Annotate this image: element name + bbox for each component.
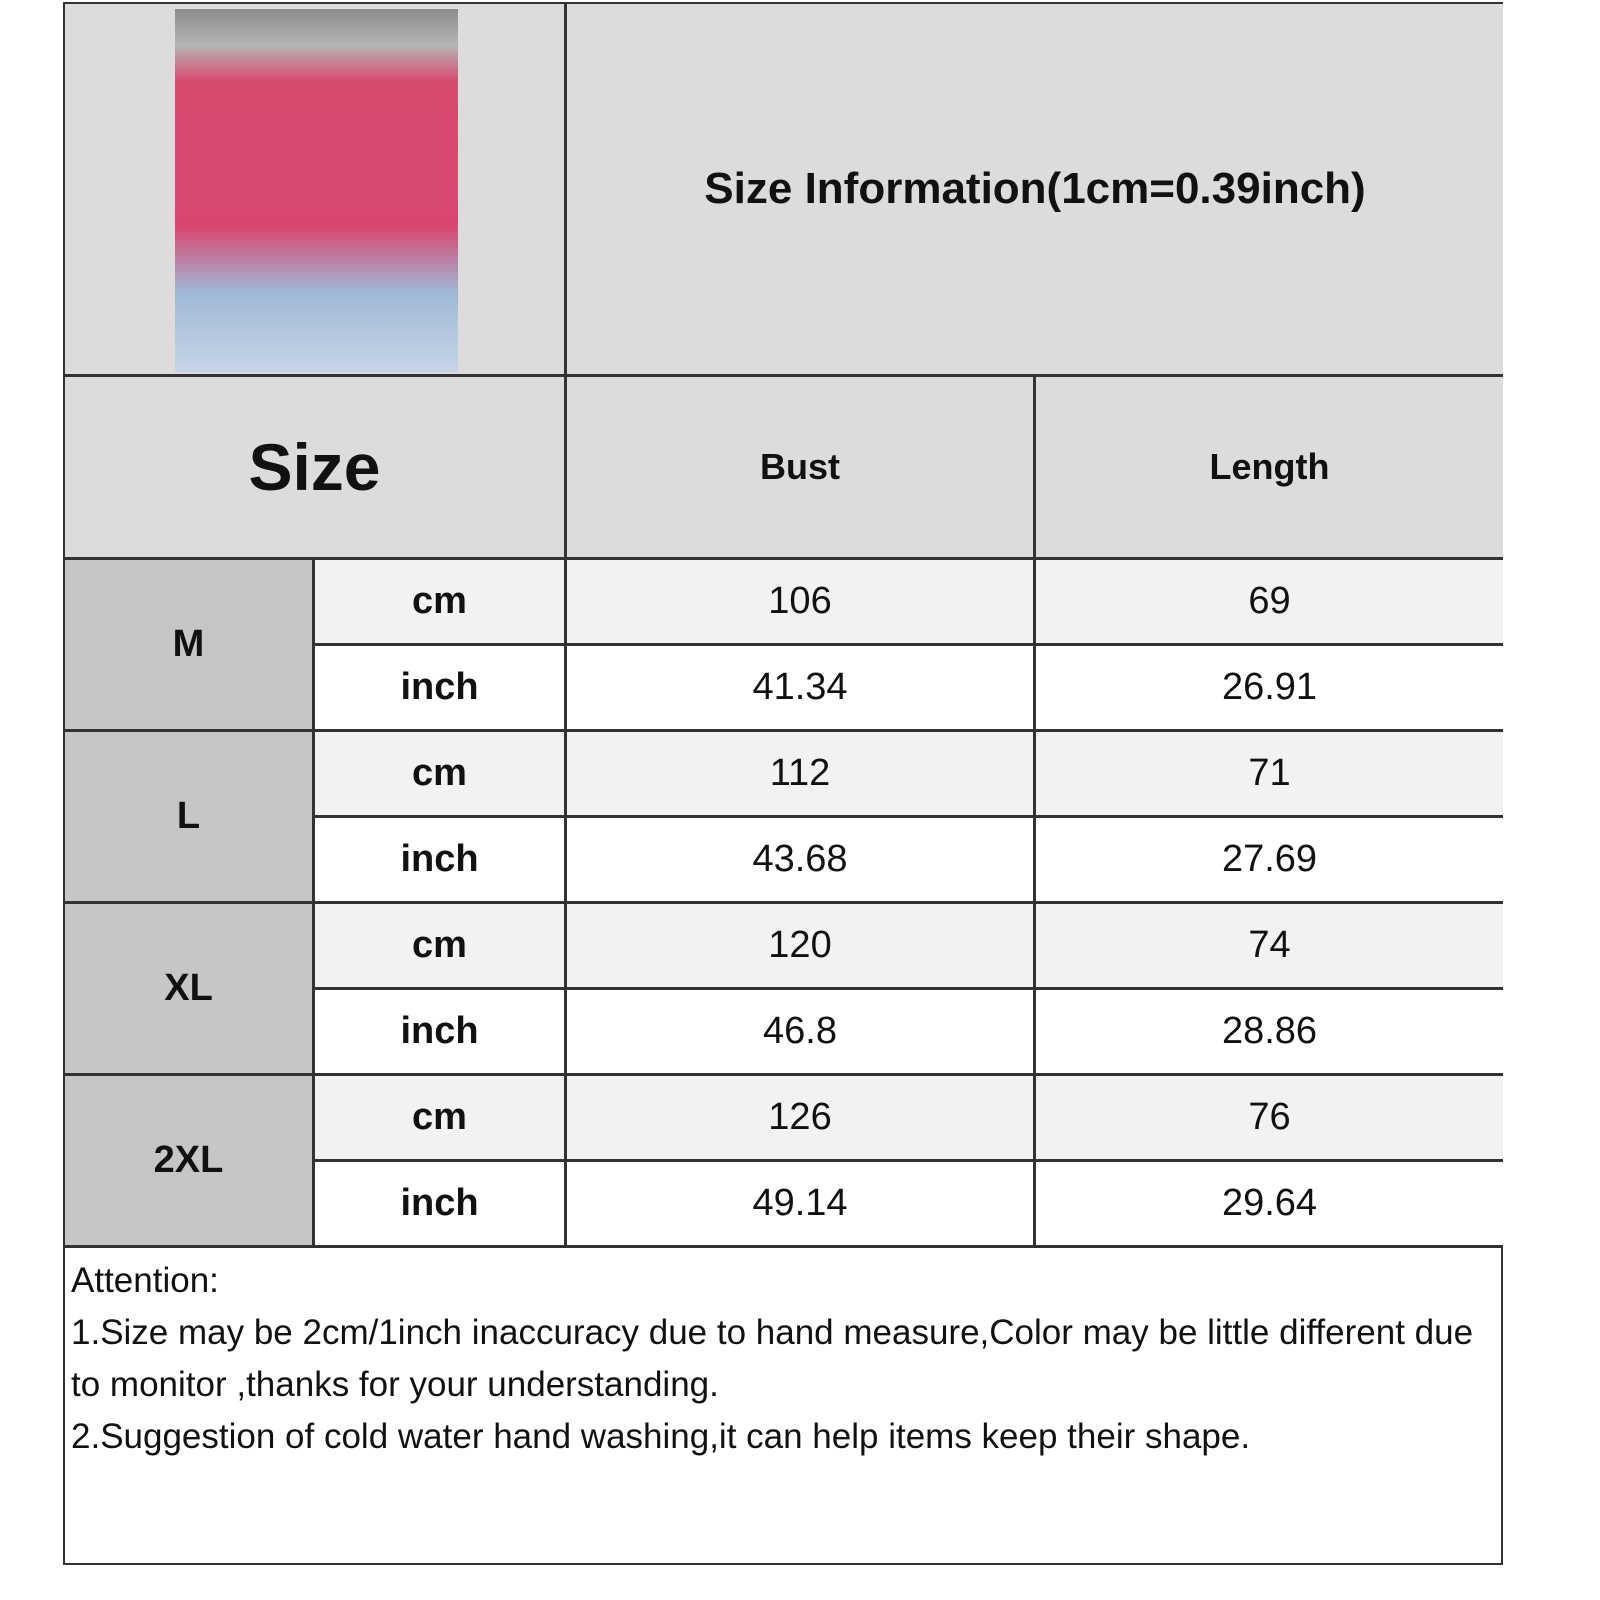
bust-value: 49.14 — [567, 1162, 1036, 1248]
chart-title: Size Information(1cm=0.39inch) — [567, 4, 1503, 377]
unit-inch: inch — [315, 818, 567, 904]
product-photo — [175, 9, 458, 372]
length-value: 71 — [1036, 732, 1503, 818]
length-value: 27.69 — [1036, 818, 1503, 904]
header-size: Size — [65, 377, 567, 560]
header-length: Length — [1036, 377, 1503, 560]
note-1: 1.Size may be 2cm/1inch inaccuracy due t… — [71, 1313, 1474, 1404]
unit-cm: cm — [315, 1076, 567, 1162]
unit-cm: cm — [315, 560, 567, 646]
length-value: 76 — [1036, 1076, 1503, 1162]
unit-cm: cm — [315, 732, 567, 818]
size-label: L — [65, 732, 315, 904]
product-photo-cell — [65, 4, 567, 377]
unit-inch: inch — [315, 646, 567, 732]
unit-inch: inch — [315, 990, 567, 1076]
bust-value: 120 — [567, 904, 1036, 990]
note-2: 2.Suggestion of cold water hand washing,… — [71, 1417, 1251, 1456]
attention-notes: Attention: 1.Size may be 2cm/1inch inacc… — [65, 1249, 1501, 1469]
size-chart-table: Size Information(1cm=0.39inch) Size Bust… — [63, 2, 1503, 1565]
unit-cm: cm — [315, 904, 567, 990]
length-value: 69 — [1036, 560, 1503, 646]
bust-value: 106 — [567, 560, 1036, 646]
notes-heading: Attention: — [71, 1261, 219, 1300]
bust-value: 126 — [567, 1076, 1036, 1162]
size-label: XL — [65, 904, 315, 1076]
size-label: 2XL — [65, 1076, 315, 1248]
bust-value: 41.34 — [567, 646, 1036, 732]
bust-value: 112 — [567, 732, 1036, 818]
unit-inch: inch — [315, 1162, 567, 1248]
length-value: 74 — [1036, 904, 1503, 990]
length-value: 26.91 — [1036, 646, 1503, 732]
length-value: 29.64 — [1036, 1162, 1503, 1248]
size-label: M — [65, 560, 315, 732]
bust-value: 43.68 — [567, 818, 1036, 904]
header-bust: Bust — [567, 377, 1036, 560]
bust-value: 46.8 — [567, 990, 1036, 1076]
length-value: 28.86 — [1036, 990, 1503, 1076]
